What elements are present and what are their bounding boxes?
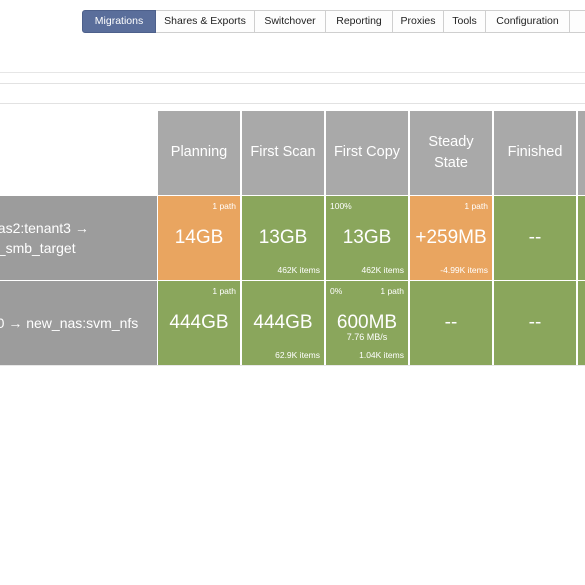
path-count: 1 path	[464, 201, 488, 211]
migration-name-cell[interactable]: r0 → new_nas:svm_nfs	[0, 281, 157, 365]
first-copy-cell[interactable]: 0% 1 path 600MB 7.76 MB/s 1.04K items	[326, 281, 408, 365]
item-count: 462K items	[277, 265, 320, 275]
planning-value: 14GB	[174, 227, 224, 248]
first-copy-value: 13GB	[342, 227, 392, 248]
filter-bar[interactable]	[0, 83, 585, 104]
item-count: 462K items	[361, 265, 404, 275]
column-header-steady-state: Steady State	[410, 111, 492, 195]
column-header-first-scan: First Scan	[242, 111, 324, 195]
path-count: 1 path	[212, 201, 236, 211]
column-header-planning: Planning	[158, 111, 240, 195]
progress-percent: 100%	[330, 201, 352, 211]
planning-value: 444GB	[169, 312, 229, 333]
column-header-finished: Finished	[494, 111, 576, 195]
nav-divider	[0, 72, 585, 73]
finished-value: --	[528, 312, 542, 333]
tab-reporting[interactable]: Reporting	[326, 10, 393, 33]
planning-cell[interactable]: 1 path 14GB	[158, 196, 240, 280]
column-header-next: F	[578, 111, 585, 195]
tab-proxies[interactable]: Proxies	[393, 10, 444, 33]
steady-state-value: +259MB	[415, 227, 487, 248]
tab-configuration[interactable]: Configuration	[486, 10, 570, 33]
first-copy-cell[interactable]: 100% 13GB 462K items	[326, 196, 408, 280]
steady-state-cell[interactable]: --	[410, 281, 492, 365]
finished-value: --	[528, 227, 542, 248]
next-column-cell[interactable]	[578, 196, 585, 280]
finished-cell[interactable]: --	[494, 281, 576, 365]
first-scan-value: 13GB	[258, 227, 308, 248]
migration-name: r0 → new_nas:svm_nfs	[0, 315, 139, 331]
item-count: 1.04K items	[359, 350, 404, 360]
first-scan-cell[interactable]: 444GB 62.9K items	[242, 281, 324, 365]
table-header: Planning First Scan First Copy Steady St…	[0, 111, 585, 195]
item-count: -4.99K items	[440, 265, 488, 275]
first-scan-cell[interactable]: 13GB 462K items	[242, 196, 324, 280]
migration-name: nas2:tenant3 → d_smb_target	[0, 220, 89, 256]
migration-name-cell[interactable]: nas2:tenant3 → d_smb_target	[0, 196, 157, 280]
table-bottom-divider	[0, 365, 585, 366]
finished-cell[interactable]: --	[494, 196, 576, 280]
table-row[interactable]: r0 → new_nas:svm_nfs 1 path 444GB 444GB …	[0, 281, 585, 365]
tab-migrations[interactable]: Migrations	[82, 10, 156, 33]
first-copy-value: 600MB	[336, 312, 398, 333]
tab-tools[interactable]: Tools	[444, 10, 486, 33]
steady-state-value: --	[444, 312, 458, 333]
steady-state-cell[interactable]: 1 path +259MB -4.99K items	[410, 196, 492, 280]
next-column-cell[interactable]	[578, 281, 585, 365]
planning-cell[interactable]: 1 path 444GB	[158, 281, 240, 365]
path-count: 1 path	[380, 286, 404, 296]
path-count: 1 path	[212, 286, 236, 296]
tab-switchover[interactable]: Switchover	[255, 10, 326, 33]
top-nav: Migrations Shares & Exports Switchover R…	[82, 10, 585, 33]
tab-shares-exports[interactable]: Shares & Exports	[156, 10, 255, 33]
progress-percent: 0%	[330, 286, 343, 296]
transfer-rate: 7.76 MB/s	[346, 332, 388, 342]
tab-overflow[interactable]	[570, 10, 585, 33]
item-count: 62.9K items	[275, 350, 320, 360]
column-header-first-copy: First Copy	[326, 111, 408, 195]
table-row[interactable]: nas2:tenant3 → d_smb_target 1 path 14GB …	[0, 196, 585, 280]
first-scan-value: 444GB	[253, 312, 313, 333]
